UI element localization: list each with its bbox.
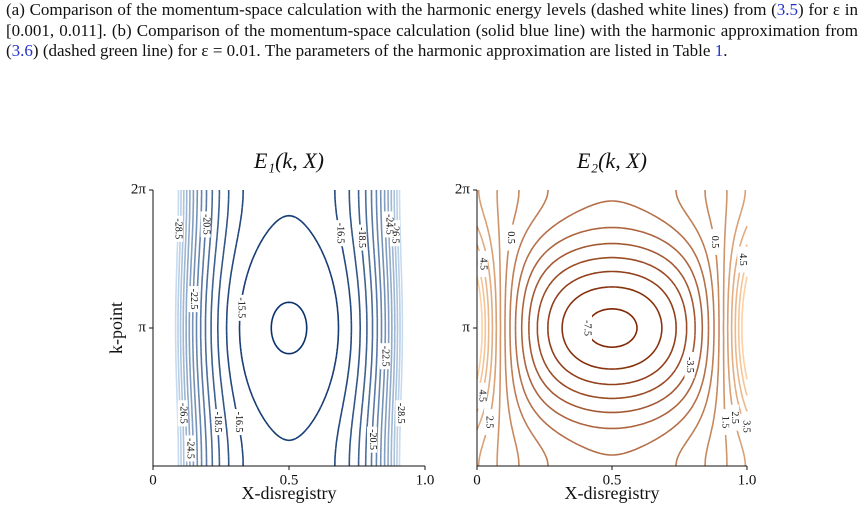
contour-line: [210, 190, 368, 466]
y-tick-label: 2π: [455, 181, 471, 197]
contour-line: [514, 200, 710, 456]
label-background: [582, 315, 593, 342]
contour-label: -28.5: [395, 403, 406, 424]
contour-label: -16.5: [233, 412, 244, 433]
contour-label: 3.5: [740, 420, 751, 433]
y-tick-label: π: [462, 319, 470, 335]
label-background: [483, 409, 494, 436]
contour-line: [520, 226, 704, 430]
label-background: [383, 211, 394, 238]
chart: -28.5-26.5-24.5-22.5-20.5-18.5 -16.5-15.5…: [106, 148, 434, 503]
label-background: [172, 215, 183, 242]
contour-line: [238, 214, 340, 442]
contour-line: [476, 244, 748, 412]
contour-label: -15.5: [235, 297, 246, 318]
x-tick-label: 0: [149, 472, 157, 488]
x-axis-label: X-disregistry: [565, 483, 660, 503]
contour-label: 4.5: [477, 258, 488, 271]
contour-label: 0.5: [505, 231, 516, 244]
chart: 0.54.5-7.54.52.5-3.51.52.53.54.50.50 0.5 1…: [455, 148, 756, 503]
contour-line: [547, 270, 677, 386]
contour-line: [270, 301, 308, 355]
label-background: [729, 404, 740, 431]
label-background: [477, 250, 488, 277]
reference-link[interactable]: 3.5: [776, 0, 799, 19]
contour-label: 1.5: [720, 416, 731, 429]
x-tick-label: 1.0: [416, 472, 435, 488]
contour-label: -18.5: [212, 412, 223, 433]
contour-line: [586, 308, 638, 348]
caption-text: (a) Comparison of the momentum-space cal…: [6, 0, 777, 19]
caption-text: ) (dashed green line) for ε = 0.01. The …: [32, 41, 715, 60]
contour-line: [536, 256, 688, 400]
contour-label: -7.5: [582, 320, 593, 336]
label-background: [184, 435, 195, 462]
contour-line: [225, 189, 353, 467]
label-background: [367, 426, 378, 453]
contour-label: 0.5: [709, 236, 720, 249]
reference-link[interactable]: 1: [714, 41, 724, 60]
y-tick-label: π: [138, 319, 146, 335]
contour-label: -20.5: [367, 429, 378, 450]
label-background: [356, 224, 367, 251]
reference-link[interactable]: 3.6: [11, 41, 33, 60]
caption: (a) Comparison of the momentum-space cal…: [6, 0, 858, 62]
label-background: [684, 351, 695, 378]
label-background: [212, 409, 223, 436]
contour-line: [476, 260, 748, 396]
label-background: [177, 400, 188, 427]
label-background: [740, 413, 751, 440]
label-background: [737, 246, 748, 273]
y-axis-label: k-point: [106, 302, 126, 354]
contour-label: 2.5: [729, 411, 740, 424]
contour-label: 4.5: [477, 389, 488, 402]
contour-line: [204, 190, 374, 466]
label-background: [709, 228, 720, 255]
contour-label: -3.5: [684, 357, 695, 373]
label-background: [200, 211, 211, 238]
contour-label: -20.5: [200, 214, 211, 235]
contour-line: [528, 242, 696, 414]
label-background: [395, 400, 406, 427]
contour-label: -26.5: [177, 403, 188, 424]
contour-label: -24.5: [184, 438, 195, 459]
contour-label: -18.5: [356, 227, 367, 248]
caption-text: .: [723, 41, 728, 60]
caption-text: ) for ε in [0.001, 0.011]. (b) Compariso…: [6, 0, 858, 60]
label-background: [379, 343, 390, 370]
contour-line: [217, 190, 361, 466]
contour-label: -24.5: [383, 214, 394, 235]
y-tick-label: 2π: [131, 181, 147, 197]
contour-line: [509, 189, 715, 467]
contour-label: -26.5: [390, 223, 401, 244]
label-background: [334, 220, 345, 247]
label-background: [476, 382, 487, 409]
x-tick-label: 1.0: [738, 472, 757, 488]
label-background: [235, 294, 246, 321]
label-background: [719, 409, 730, 436]
contour-label: -22.5: [188, 289, 199, 310]
chart-title: E₁(k, X): [253, 148, 324, 173]
contour-label: -28.5: [173, 218, 184, 239]
x-axis-label: X-disregistry: [242, 483, 337, 503]
contour-label: -22.5: [380, 346, 391, 367]
label-background: [233, 409, 244, 436]
contour-line: [496, 190, 728, 466]
contour-label: 4.5: [737, 253, 748, 266]
chart-title: E₂(k, X): [576, 148, 647, 173]
x-tick-label: 0: [473, 472, 481, 488]
label-background: [505, 224, 516, 251]
x-tick-label: 0.5: [280, 472, 299, 488]
contour-label: 2.5: [484, 416, 495, 429]
contour-line: [561, 286, 663, 370]
label-background: [188, 286, 199, 313]
contour-line: [477, 190, 747, 466]
contour-label: -16.5: [334, 223, 345, 244]
label-background: [389, 220, 400, 247]
contour-line: [195, 190, 383, 466]
x-tick-label: 0.5: [603, 472, 622, 488]
